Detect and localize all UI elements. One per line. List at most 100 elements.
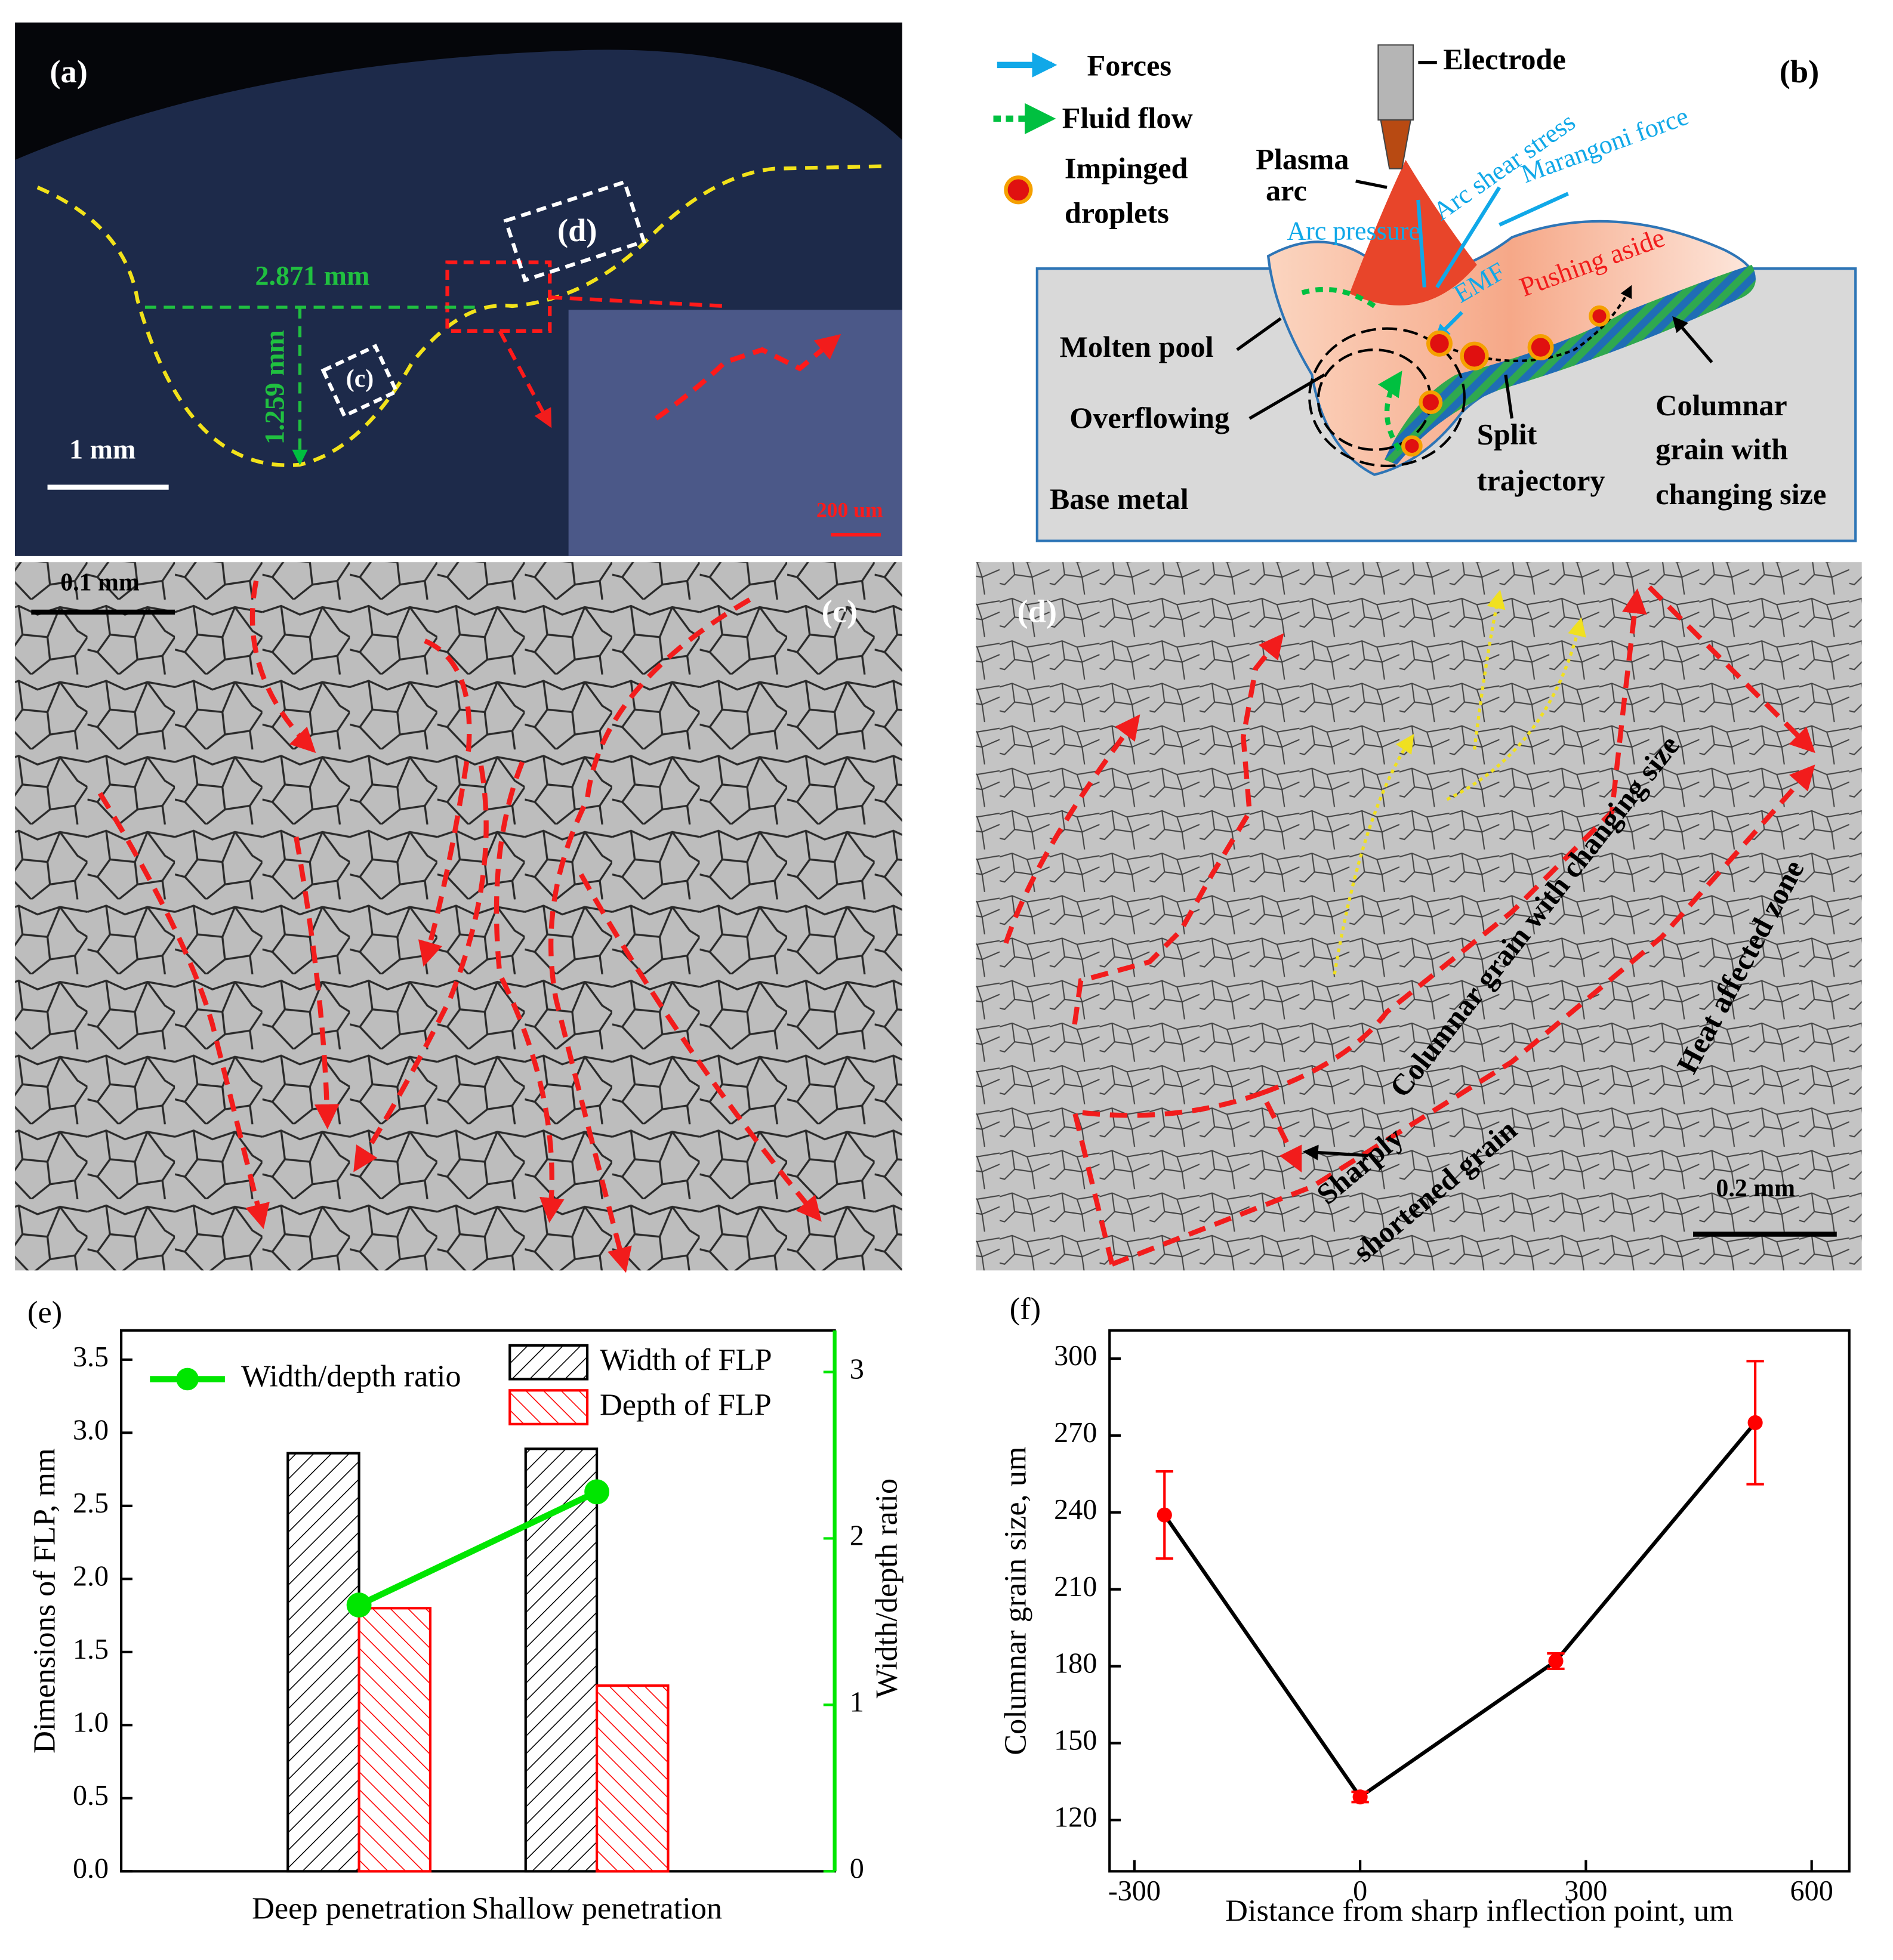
legend-swatch xyxy=(508,1389,589,1425)
y-tick-label: 2.0 xyxy=(73,1560,109,1592)
vortex xyxy=(1308,327,1466,468)
legend-swatch xyxy=(508,1344,589,1381)
scale-label: 0.1 mm xyxy=(60,569,140,596)
dimension-lines xyxy=(143,305,475,462)
y2-tick-label: 1 xyxy=(850,1686,864,1718)
zoom-box xyxy=(445,260,552,333)
droplets xyxy=(1401,305,1610,457)
label-arrow xyxy=(1302,1144,1368,1160)
width-label: 2.871 mm xyxy=(255,260,370,291)
marker xyxy=(1747,1415,1763,1431)
y2-axis-label: Width/depth ratio xyxy=(870,1479,904,1698)
y-tick-label: 1.5 xyxy=(73,1634,109,1665)
label: changing size xyxy=(1655,477,1826,511)
marker xyxy=(1548,1653,1564,1669)
region-outlines xyxy=(1003,585,1815,1267)
micrograph xyxy=(15,562,902,1271)
panel-label: (c) xyxy=(822,593,858,629)
legend-label: Fluid flow xyxy=(1062,101,1194,135)
label: Overflowing xyxy=(1069,401,1229,434)
label: Split xyxy=(1477,417,1537,450)
scale-label: 200 um xyxy=(816,498,883,522)
panel-label: (d) xyxy=(1018,593,1058,629)
micrograph xyxy=(976,562,1862,1271)
fluid-flow xyxy=(1299,286,1399,452)
label: Electrode xyxy=(1443,42,1566,76)
y-tick-label: 2.5 xyxy=(73,1487,109,1519)
y-tick-label: 150 xyxy=(1054,1725,1097,1757)
fusion-line xyxy=(36,164,887,467)
zoom-arrow xyxy=(498,295,725,425)
inset-line xyxy=(654,334,841,421)
y2-tick-label: 2 xyxy=(850,1520,864,1552)
legend-label: Width of FLP xyxy=(600,1342,772,1377)
scale-label: 1 mm xyxy=(69,434,135,464)
panel-label: (f) xyxy=(1010,1291,1041,1326)
line xyxy=(357,1489,599,1608)
y-tick-label: 240 xyxy=(1054,1494,1097,1526)
plot-frame xyxy=(1108,1329,1851,1873)
electrode xyxy=(1377,44,1414,121)
panel-a: (a) 2.871 mm 1.259 mm (d) (c) 1 mm 200 u… xyxy=(15,22,902,556)
legend-label: droplets xyxy=(1065,196,1169,230)
panel-c: 0.1 mm (c) xyxy=(15,562,902,1273)
y-tick-label: 0.0 xyxy=(73,1853,109,1884)
y-tick-label: 3.5 xyxy=(73,1341,109,1373)
charts: 0.0 0.5 1.0 1.5 2.0 2.5 3.0 3.5 Deep penetration… xyxy=(27,1291,1851,1928)
label: Molten pool xyxy=(1059,330,1213,363)
legend-label: Width/depth ratio xyxy=(241,1359,461,1393)
label: grain with xyxy=(1655,432,1788,465)
y-tick-label: 210 xyxy=(1054,1571,1097,1603)
x-axis-label: Distance from sharp inflection point, um xyxy=(1225,1894,1734,1928)
label: arc xyxy=(1266,174,1307,207)
legend-swatch xyxy=(176,1368,199,1391)
bar xyxy=(286,1452,360,1873)
y-tick-label: 300 xyxy=(1054,1340,1097,1372)
box-d xyxy=(503,180,646,283)
force-label: Arc pressure xyxy=(1287,217,1420,246)
force-arrows xyxy=(1416,186,1569,337)
panel-d: Columnar grain with changing size Heat a… xyxy=(976,562,1862,1271)
box-label: (c) xyxy=(346,365,374,393)
x-tick-label: 600 xyxy=(1790,1875,1833,1907)
x-tick-label: Shallow penetration xyxy=(471,1891,722,1925)
split-trajectory xyxy=(1436,285,1632,362)
line xyxy=(1163,1421,1757,1800)
grain-arrows xyxy=(97,580,822,1273)
x-tick-label: Deep penetration xyxy=(252,1891,466,1925)
marker xyxy=(1157,1507,1172,1523)
marker xyxy=(346,1592,372,1618)
y-axis-label: Dimensions of FLP, mm xyxy=(27,1448,62,1754)
y-axis-label: Columnar grain size, um xyxy=(998,1446,1032,1755)
label: Base metal xyxy=(1050,482,1189,516)
x-tick-label: 300 xyxy=(1564,1875,1607,1907)
label: trajectory xyxy=(1477,464,1605,497)
y-tick-label: 120 xyxy=(1054,1801,1097,1833)
panel-label: (e) xyxy=(27,1295,62,1330)
inset-photo xyxy=(568,310,902,556)
y-tick-label: 0.5 xyxy=(73,1780,109,1811)
bar xyxy=(357,1607,432,1873)
label-arrows xyxy=(1236,61,1713,420)
panel-label: (a) xyxy=(50,53,87,89)
y2-tick-label: 3 xyxy=(850,1354,864,1385)
flow-arrows xyxy=(1333,589,1586,975)
plasma-arc xyxy=(1349,159,1477,305)
box-c xyxy=(320,344,399,419)
legend-label: Impinged xyxy=(1065,151,1188,184)
y-tick-label: 270 xyxy=(1054,1417,1097,1449)
electrode-tip xyxy=(1380,119,1412,169)
x-tick-label: 0 xyxy=(1353,1875,1367,1907)
bar xyxy=(596,1684,670,1873)
legend-label: Forces xyxy=(1087,49,1171,82)
scale-label: 0.2 mm xyxy=(1716,1175,1795,1202)
x-tick-label: -300 xyxy=(1108,1875,1161,1907)
box-label: (d) xyxy=(557,212,597,248)
legend-droplet xyxy=(1004,175,1033,205)
y-tick-label: 3.0 xyxy=(73,1414,109,1446)
y2-tick-label: 0 xyxy=(850,1853,864,1884)
legend-label: Depth of FLP xyxy=(600,1388,772,1422)
depth-label: 1.259 mm xyxy=(259,330,289,445)
y-tick-label: 1.0 xyxy=(73,1706,109,1738)
